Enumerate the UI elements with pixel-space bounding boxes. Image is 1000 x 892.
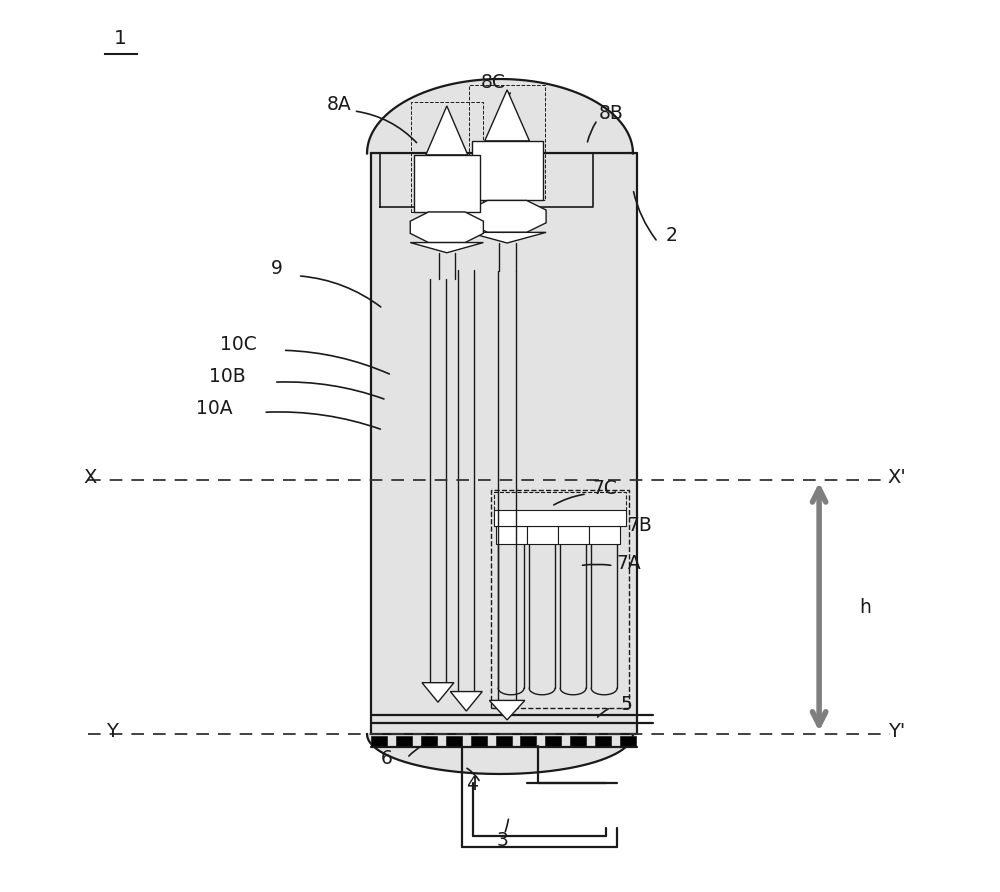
Polygon shape: [410, 212, 483, 243]
Polygon shape: [367, 734, 637, 774]
Polygon shape: [426, 106, 468, 155]
Bar: [414, 155, 480, 212]
Text: 1: 1: [114, 29, 127, 48]
Bar: [446, 736, 462, 746]
Bar: [471, 736, 487, 746]
Polygon shape: [422, 682, 454, 702]
Polygon shape: [468, 233, 546, 243]
Bar: [396, 736, 412, 746]
Bar: [589, 525, 620, 543]
Bar: [371, 736, 387, 746]
Text: 8A: 8A: [326, 95, 351, 114]
Text: 10B: 10B: [209, 368, 245, 386]
Text: 3: 3: [497, 831, 509, 850]
Text: 4: 4: [466, 775, 478, 794]
Text: h: h: [859, 598, 871, 617]
Bar: [527, 525, 558, 543]
Bar: [494, 510, 626, 525]
Text: 2: 2: [665, 226, 677, 244]
Text: X': X': [888, 467, 907, 486]
Text: 7B: 7B: [628, 516, 652, 535]
Bar: [520, 736, 536, 746]
Text: 9: 9: [271, 260, 283, 278]
Polygon shape: [367, 79, 637, 153]
Bar: [421, 736, 437, 746]
Text: Y: Y: [106, 722, 118, 741]
Polygon shape: [410, 243, 483, 252]
Polygon shape: [489, 700, 525, 720]
Text: 6: 6: [381, 748, 392, 767]
Polygon shape: [450, 691, 482, 711]
Text: 8C: 8C: [480, 73, 505, 92]
Bar: [558, 525, 589, 543]
Polygon shape: [485, 90, 529, 141]
Bar: [472, 141, 543, 201]
Text: Y': Y': [889, 722, 906, 741]
Bar: [595, 736, 611, 746]
Text: 7C: 7C: [592, 479, 617, 498]
Bar: [620, 736, 636, 746]
Bar: [545, 736, 561, 746]
Bar: [496, 736, 512, 746]
Polygon shape: [468, 201, 546, 233]
Text: 10A: 10A: [196, 400, 233, 418]
Bar: [570, 736, 586, 746]
Text: 7A: 7A: [616, 554, 641, 573]
Text: X: X: [84, 467, 97, 486]
Bar: [371, 153, 637, 734]
Text: 5: 5: [621, 696, 633, 714]
Bar: [496, 525, 527, 543]
Text: 8B: 8B: [598, 104, 623, 123]
Text: 10C: 10C: [220, 334, 257, 353]
